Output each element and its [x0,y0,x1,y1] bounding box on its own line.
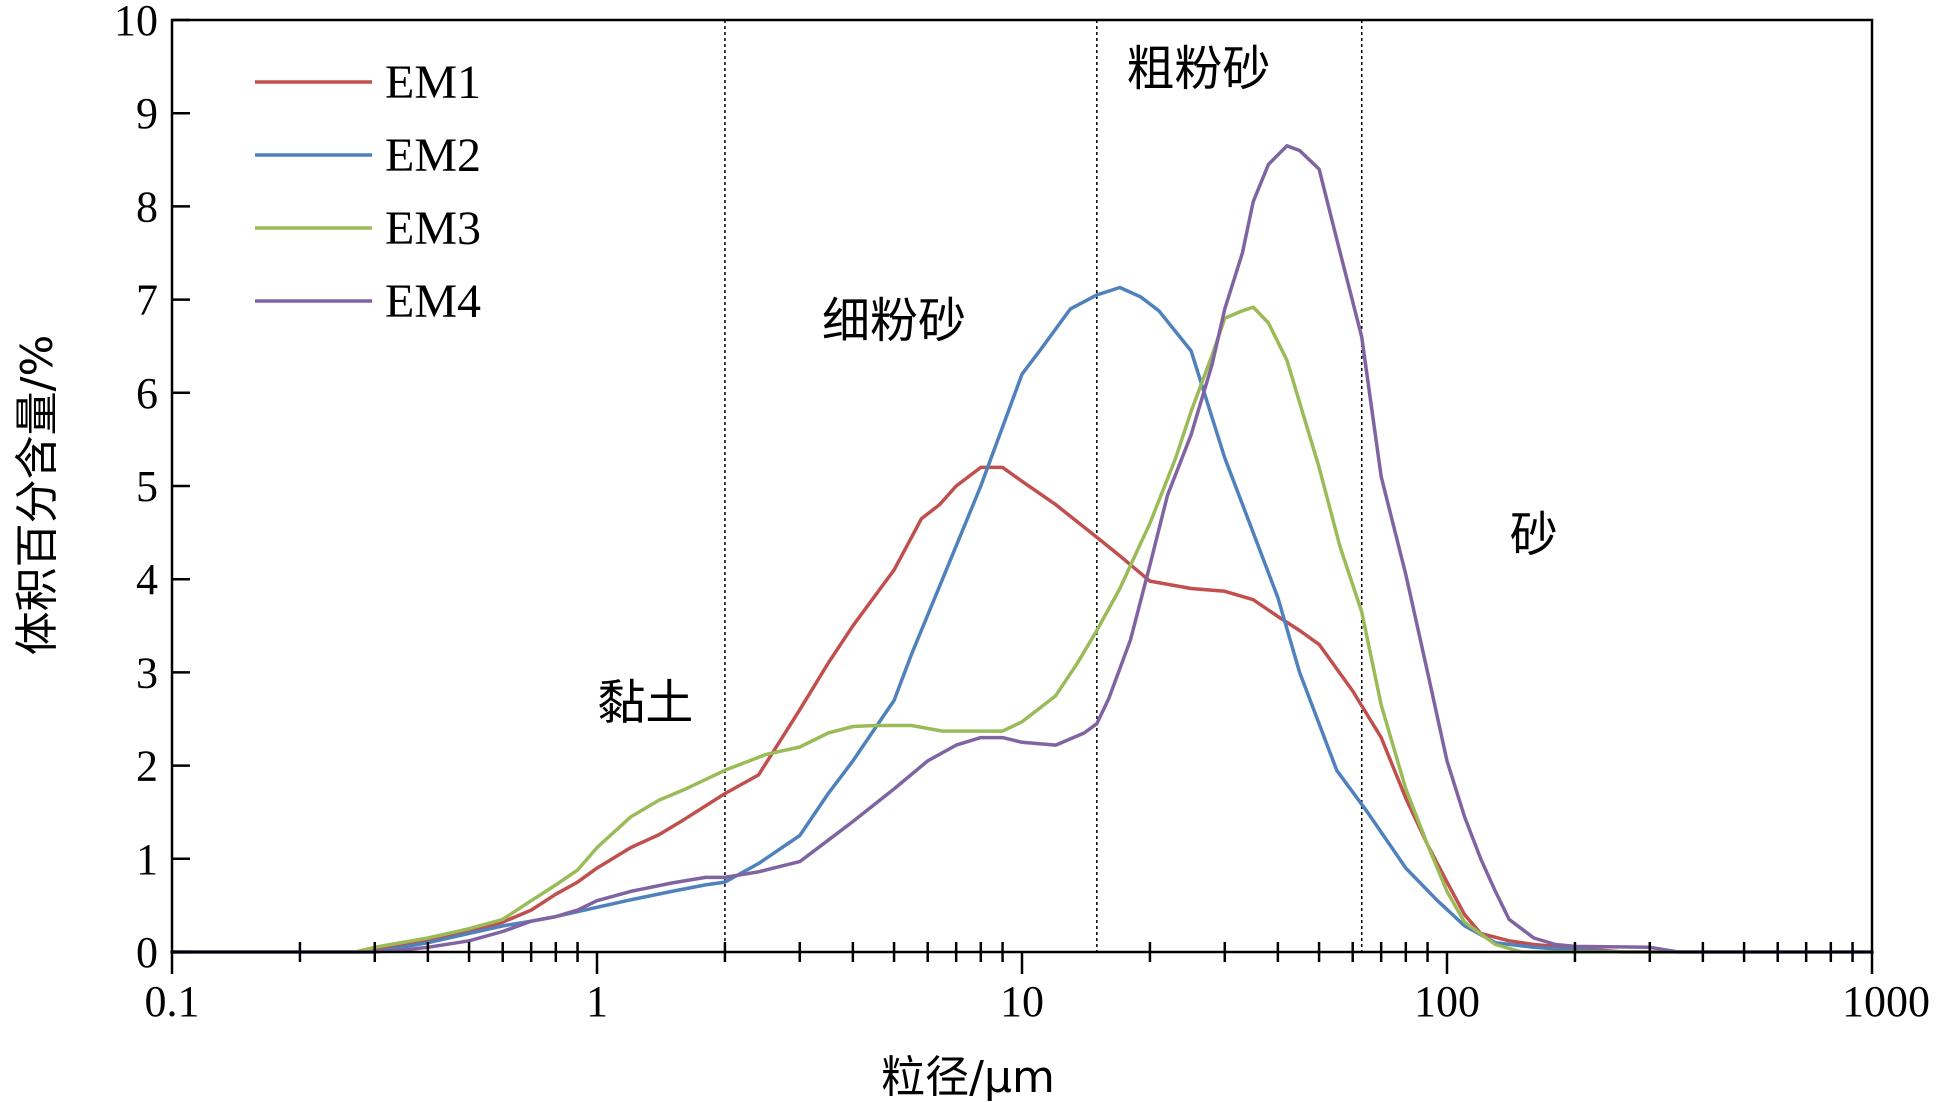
x-tick-label-2: 10 [1000,977,1044,1026]
region-label-0: 黏土 [597,675,693,731]
axes-group: 0 1 2 3 4 5 6 7 8 9 10 0.1 1 10 100 1000 [114,0,1930,1026]
y-axis-title: 体积百分含量/% [12,335,63,656]
y-tick-label-4: 4 [136,555,158,604]
x-tick-label-1: 1 [586,977,608,1026]
legend-label-em2: EM2 [385,129,481,182]
series-line-em3 [170,305,1874,954]
y-tick-label-8: 8 [136,182,158,231]
x-axis-title: 粒径/μm [881,1052,1055,1102]
legend-label-em1: EM1 [385,56,481,109]
legend: EM1 EM2 EM3 EM4 [255,56,481,328]
y-tick-label-3: 3 [136,648,158,697]
y-tick-label-0: 0 [136,928,158,977]
legend-label-em3: EM3 [385,202,481,255]
y-tick-label-6: 6 [136,369,158,418]
series-line-em4 [170,144,1874,954]
y-tick-label-5: 5 [136,462,158,511]
region-label-3: 砂 [1510,507,1558,563]
x-tick-label-3: 100 [1414,977,1480,1026]
y-tick-label-7: 7 [136,276,158,325]
region-label-1: 细粉砂 [822,293,966,349]
series-line-em1 [170,465,1874,954]
y-tick-label-1: 1 [136,835,158,884]
y-tick-label-2: 2 [136,742,158,791]
x-tick-label-0: 0.1 [145,977,200,1026]
series-line-em2 [170,285,1874,954]
legend-label-em4: EM4 [385,275,481,328]
y-tick-label-9: 9 [136,89,158,138]
x-tick-label-4: 1000 [1842,977,1930,1026]
series-group [170,144,1874,954]
region-label-2: 粗粉砂 [1126,41,1270,97]
y-tick-label-10: 10 [114,0,158,45]
